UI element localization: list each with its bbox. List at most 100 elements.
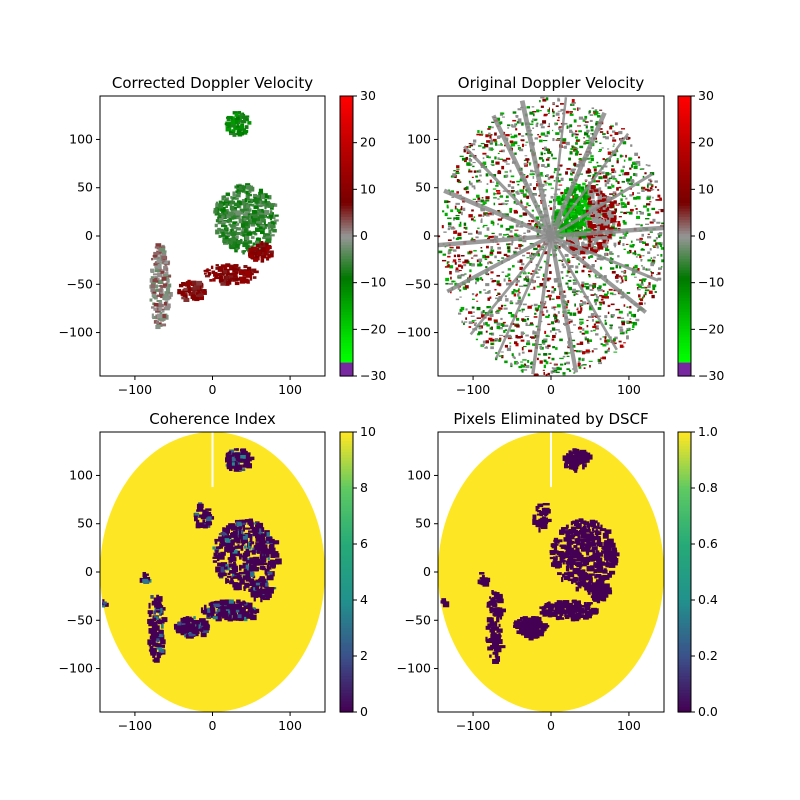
velocity-mark: [625, 243, 629, 245]
velocity-mark: [540, 123, 544, 125]
velocity-mark: [487, 237, 491, 240]
cell-mark: [251, 585, 255, 591]
colorbar-cell: [340, 454, 353, 458]
velocity-mark: [584, 115, 588, 119]
velocity-mark: [522, 254, 526, 257]
velocity-mark: [454, 173, 457, 175]
velocity-mark: [574, 193, 579, 198]
cell-mark: [152, 655, 156, 659]
velocity-mark: [544, 330, 547, 334]
cell-mark: [242, 562, 249, 567]
velocity-mark: [515, 190, 519, 194]
velocity-mark: [536, 109, 540, 113]
velocity-mark: [520, 199, 523, 202]
cell-mark: [220, 552, 226, 556]
velocity-mark: [600, 190, 603, 195]
velocity-mark: [596, 218, 602, 222]
colorbar-tick-label: 30: [360, 88, 376, 103]
velocity-mark: [448, 225, 452, 228]
velocity-mark: [482, 309, 485, 313]
velocity-mark: [571, 339, 576, 342]
velocity-mark: [532, 331, 537, 335]
velocity-mark: [594, 237, 599, 242]
velocity-mark: [496, 325, 501, 330]
cell-mark: [256, 544, 260, 550]
velocity-mark: [463, 321, 468, 323]
velocity-mark: [505, 298, 509, 302]
cell-mark: [249, 533, 253, 539]
cell-mark: [156, 618, 161, 622]
velocity-mark: [618, 216, 622, 218]
velocity-mark: [225, 126, 232, 132]
velocity-mark: [240, 211, 243, 215]
velocity-mark: [539, 139, 543, 143]
velocity-mark: [590, 294, 595, 296]
velocity-mark: [214, 276, 220, 280]
velocity-mark: [236, 200, 241, 205]
velocity-mark: [569, 331, 574, 333]
velocity-mark: [588, 339, 593, 342]
velocity-mark: [647, 189, 651, 192]
colorbar-cell: [340, 191, 353, 195]
velocity-mark: [651, 207, 656, 211]
cell-mark: [208, 602, 215, 606]
velocity-mark: [517, 293, 520, 297]
velocity-mark: [585, 141, 590, 145]
cell-mark: [245, 459, 248, 465]
velocity-mark: [547, 294, 552, 297]
velocity-mark: [644, 291, 647, 296]
velocity-mark: [600, 343, 603, 345]
velocity-mark: [560, 271, 564, 274]
velocity-mark: [258, 253, 261, 257]
velocity-mark: [489, 235, 493, 238]
velocity-mark: [582, 246, 589, 251]
velocity-mark: [549, 176, 554, 179]
velocity-mark: [654, 291, 657, 293]
velocity-mark: [561, 276, 564, 280]
velocity-mark: [533, 373, 539, 376]
velocity-mark: [460, 273, 465, 277]
velocity-mark: [579, 303, 583, 306]
velocity-mark: [494, 142, 498, 146]
velocity-mark: [511, 291, 515, 295]
velocity-mark: [456, 209, 461, 213]
colorbar-cell: [678, 216, 691, 220]
velocity-mark: [647, 233, 650, 235]
velocity-mark: [455, 237, 459, 241]
velocity-mark: [463, 148, 466, 153]
velocity-mark: [557, 311, 560, 314]
velocity-mark: [645, 217, 650, 220]
velocity-mark: [274, 219, 279, 222]
velocity-mark: [618, 275, 622, 278]
velocity-mark: [511, 353, 514, 357]
velocity-mark: [484, 292, 489, 294]
velocity-mark: [450, 175, 455, 178]
velocity-mark: [452, 249, 457, 252]
panel-title: Original Doppler Velocity: [458, 74, 645, 92]
velocity-mark: [572, 170, 575, 174]
velocity-mark: [232, 206, 237, 210]
colorbar-cell: [340, 350, 353, 355]
velocity-mark: [234, 248, 238, 253]
colorbar-cell: [678, 107, 691, 111]
colorbar-cell: [340, 493, 353, 497]
colorbar-cell: [678, 199, 691, 203]
velocity-mark: [522, 359, 527, 361]
velocity-mark: [603, 165, 608, 168]
velocity-mark: [253, 270, 259, 274]
velocity-mark: [596, 296, 600, 299]
velocity-mark: [446, 204, 449, 208]
colorbar-cell: [340, 104, 353, 108]
colorbar-cell: [340, 709, 353, 713]
velocity-mark: [247, 198, 253, 201]
velocity-mark: [531, 337, 535, 339]
velocity-mark: [590, 126, 594, 129]
velocity-mark: [586, 339, 589, 343]
velocity-mark: [534, 272, 539, 274]
velocity-mark: [270, 226, 274, 231]
velocity-mark: [621, 205, 625, 208]
velocity-mark: [149, 278, 153, 283]
velocity-mark: [501, 323, 505, 327]
velocity-mark: [567, 300, 570, 304]
velocity-mark: [588, 360, 593, 362]
